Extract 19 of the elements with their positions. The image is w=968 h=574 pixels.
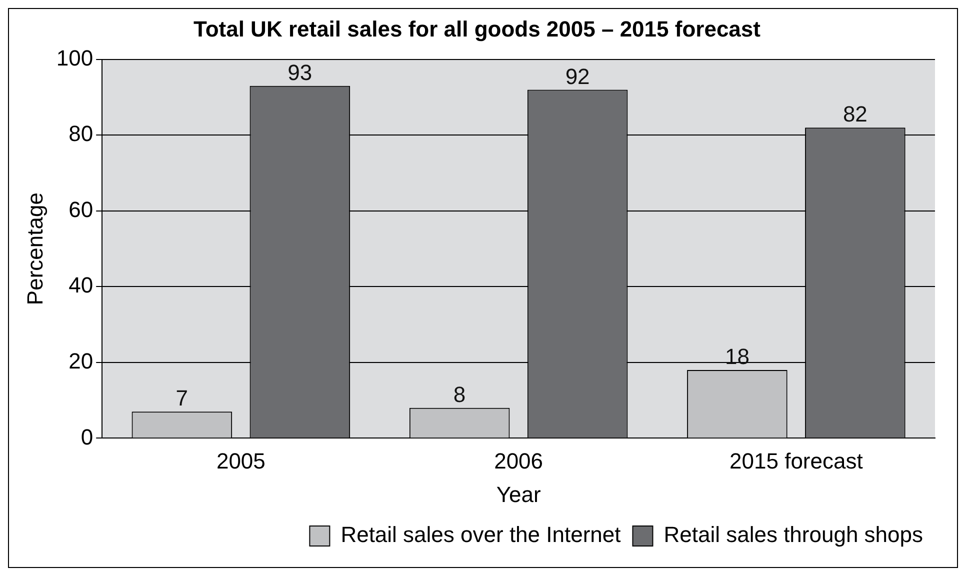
y-tick-label: 0 (80, 424, 94, 450)
x-tick-label: 2005 (216, 448, 266, 474)
legend-label: Retail sales over the Internet (340, 522, 621, 548)
y-tick-label: 20 (68, 348, 94, 374)
y-axis-title: Percentage (22, 192, 48, 306)
data-label: 8 (453, 382, 466, 407)
data-label: 82 (842, 102, 868, 127)
data-label: 7 (176, 386, 188, 411)
data-label: 92 (565, 64, 590, 89)
legend-label: Retail sales through shops (664, 522, 924, 548)
data-label: 93 (288, 60, 312, 85)
y-tick-label: 100 (56, 45, 94, 70)
x-tick-label: 2006 (494, 448, 544, 474)
y-tick-label: 60 (68, 196, 94, 222)
chart-title: Total UK retail sales for all goods 2005 – 2015 forecast (194, 16, 762, 42)
y-tick-label: 80 (68, 121, 94, 146)
x-axis-title: Year (496, 482, 541, 507)
y-tick-label: 40 (68, 272, 94, 298)
x-tick-label: 2015 forecast (730, 448, 863, 474)
